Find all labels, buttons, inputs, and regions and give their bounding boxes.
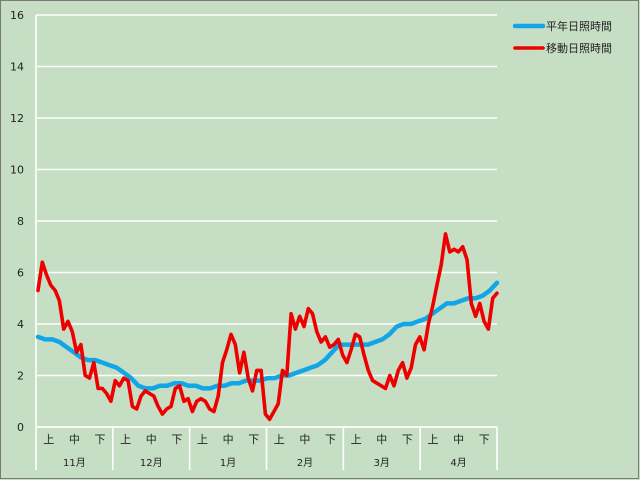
x-tick-label: 中	[376, 433, 387, 446]
x-tick-label: 上	[427, 433, 438, 446]
x-tick-label: 下	[248, 433, 259, 446]
x-tick-label: 下	[95, 433, 106, 446]
legend-label: 平年日照時間	[546, 19, 612, 33]
month-label: 1月	[220, 457, 236, 469]
x-tick-label: 下	[171, 433, 182, 446]
x-tick-label: 中	[299, 433, 310, 446]
x-tick-label: 下	[402, 433, 413, 446]
y-tick-label: 14	[10, 61, 24, 74]
y-tick-label: 0	[17, 421, 24, 434]
axes	[35, 15, 498, 470]
month-label: 12月	[140, 457, 163, 469]
month-label: 11月	[63, 457, 86, 469]
x-tick-label: 上	[351, 433, 362, 446]
x-tick-label: 上	[197, 433, 208, 446]
month-label: 4月	[450, 457, 466, 469]
legend-label: 移動日照時間	[546, 41, 612, 55]
y-axis-ticks: 0 2 4 6 8 10 12 14 16	[10, 9, 24, 434]
month-label: 3月	[374, 457, 390, 469]
month-label: 2月	[297, 457, 313, 469]
x-tick-label: 上	[120, 433, 131, 446]
y-tick-label: 16	[10, 9, 24, 22]
x-tick-label: 中	[69, 433, 80, 446]
x-tick-label: 中	[223, 433, 234, 446]
x-tick-label: 上	[274, 433, 285, 446]
x-tick-label: 下	[325, 433, 336, 446]
y-tick-label: 6	[17, 267, 24, 280]
y-tick-label: 4	[17, 318, 24, 331]
gridlines	[36, 14, 497, 428]
x-tick-label: 上	[43, 433, 54, 446]
y-tick-label: 2	[17, 370, 24, 383]
y-tick-label: 8	[17, 215, 24, 228]
month-labels: 11月 12月 1月 2月 3月 4月	[63, 457, 467, 469]
y-tick-label: 10	[10, 164, 24, 177]
x-tick-label: 下	[479, 433, 490, 446]
y-tick-label: 12	[10, 112, 24, 125]
x-axis-ticks: 上中下上中下上中下上中下上中下上中下	[43, 433, 489, 446]
x-tick-label: 中	[453, 433, 464, 446]
x-tick-label: 中	[146, 433, 157, 446]
series-lines	[35, 232, 500, 422]
series-line-0	[35, 280, 500, 391]
series-line-1	[36, 232, 499, 422]
